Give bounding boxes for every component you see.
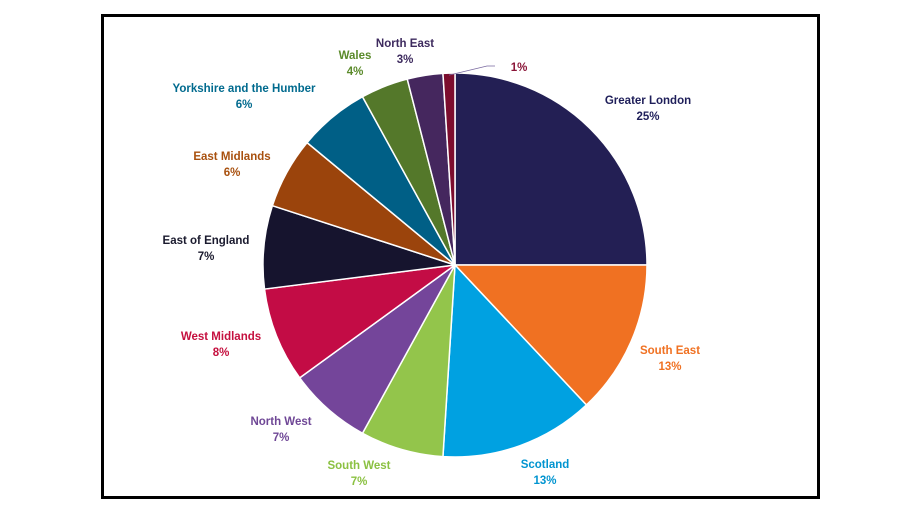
slice-name-label: Wales	[339, 50, 372, 62]
pie-slice-south-east	[453, 264, 648, 407]
pie-slice-unlabeled	[442, 72, 456, 266]
slice-name-label: Scotland	[521, 459, 570, 471]
slice-value-label: 6%	[236, 99, 253, 111]
leader-line	[448, 65, 495, 76]
pie-slice-scotland	[442, 263, 588, 458]
slice-value-label: 6%	[224, 167, 241, 179]
slice-name-label: East of England	[163, 235, 250, 247]
pie-slice-greater-london	[454, 72, 648, 266]
slice-value-label: 25%	[636, 111, 659, 123]
slice-value-label: 4%	[347, 66, 364, 78]
slice-value-label: 13%	[658, 361, 681, 373]
slice-value-label: 7%	[273, 432, 290, 444]
slice-name-label: North West	[250, 416, 311, 428]
slice-value-label: 1%	[511, 62, 528, 74]
slice-name-label: East Midlands	[193, 151, 270, 163]
slice-name-label: North East	[376, 38, 434, 50]
slice-name-label: Yorkshire and the Humber	[173, 83, 316, 95]
slice-name-label: South East	[640, 345, 700, 357]
slice-name-label: South West	[327, 460, 390, 472]
slice-value-label: 7%	[198, 251, 215, 263]
slice-value-label: 8%	[213, 347, 230, 359]
slice-name-label: Greater London	[605, 95, 691, 107]
slice-value-label: 3%	[397, 54, 414, 66]
pie-slice-west-midlands	[263, 264, 456, 379]
slice-value-label: 7%	[351, 476, 368, 488]
slice-name-label: West Midlands	[181, 331, 261, 343]
slice-value-label: 13%	[533, 475, 556, 487]
